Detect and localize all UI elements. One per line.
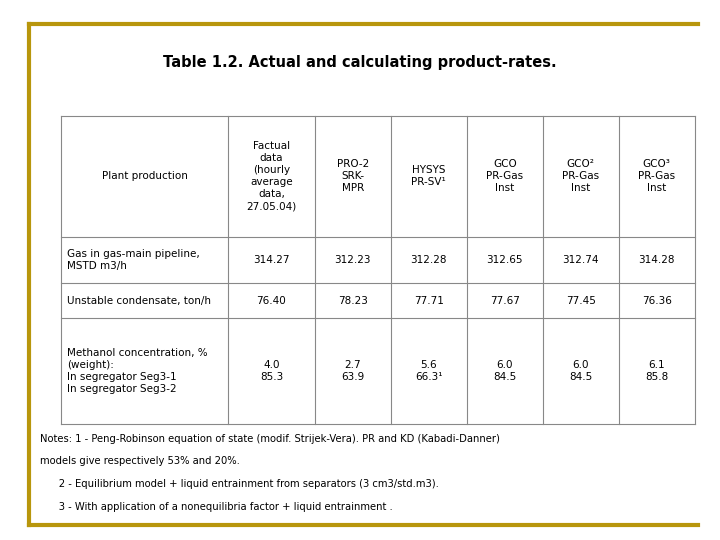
Text: Table 1.2. Actual and calculating product-rates.: Table 1.2. Actual and calculating produc…	[163, 55, 557, 70]
Text: Gas in gas-main pipeline,
MSTD m3/h: Gas in gas-main pipeline, MSTD m3/h	[67, 249, 199, 271]
Text: 4.0
85.3: 4.0 85.3	[260, 360, 283, 382]
Text: 78.23: 78.23	[338, 295, 368, 306]
Text: 312.65: 312.65	[487, 255, 523, 265]
Text: 312.74: 312.74	[562, 255, 599, 265]
Text: 6.1
85.8: 6.1 85.8	[645, 360, 668, 382]
Text: Factual
data
(hourly
average
data,
27.05.04): Factual data (hourly average data, 27.05…	[246, 141, 297, 212]
Text: Unstable condensate, ton/h: Unstable condensate, ton/h	[67, 295, 211, 306]
Text: 77.67: 77.67	[490, 295, 520, 306]
Text: 6.0
84.5: 6.0 84.5	[493, 360, 516, 382]
Text: 312.28: 312.28	[410, 255, 447, 265]
Text: 3 - With application of a nonequilibria factor + liquid entrainment .: 3 - With application of a nonequilibria …	[40, 502, 392, 512]
Text: HYSYS
PR-SV¹: HYSYS PR-SV¹	[411, 165, 446, 187]
Text: 76.40: 76.40	[256, 295, 287, 306]
Text: 6.0
84.5: 6.0 84.5	[570, 360, 593, 382]
Text: 2.7
63.9: 2.7 63.9	[341, 360, 364, 382]
Text: 77.71: 77.71	[414, 295, 444, 306]
Text: 314.27: 314.27	[253, 255, 289, 265]
Text: 2 - Equilibrium model + liquid entrainment from separators (3 cm3/std.m3).: 2 - Equilibrium model + liquid entrainme…	[40, 479, 438, 489]
Text: Methanol concentration, %
(weight):
In segregator Seg3-1
In segregator Seg3-2: Methanol concentration, % (weight): In s…	[67, 348, 207, 394]
Text: PRO-2
SRK-
MPR: PRO-2 SRK- MPR	[337, 159, 369, 193]
Text: 314.28: 314.28	[639, 255, 675, 265]
Text: 76.36: 76.36	[642, 295, 672, 306]
Text: GCO³
PR-Gas
Inst: GCO³ PR-Gas Inst	[638, 159, 675, 193]
Text: 5.6
66.3¹: 5.6 66.3¹	[415, 360, 443, 382]
Text: models give respectively 53% and 20%.: models give respectively 53% and 20%.	[40, 456, 240, 467]
Text: Plant production: Plant production	[102, 172, 188, 181]
Text: GCO²
PR-Gas
Inst: GCO² PR-Gas Inst	[562, 159, 599, 193]
Text: GCO
PR-Gas
Inst: GCO PR-Gas Inst	[486, 159, 523, 193]
Text: 77.45: 77.45	[566, 295, 595, 306]
Text: 312.23: 312.23	[335, 255, 371, 265]
Text: Notes: 1 - Peng-Robinson equation of state (modif. Strijek-Vera). PR and KD (Kab: Notes: 1 - Peng-Robinson equation of sta…	[40, 434, 500, 444]
